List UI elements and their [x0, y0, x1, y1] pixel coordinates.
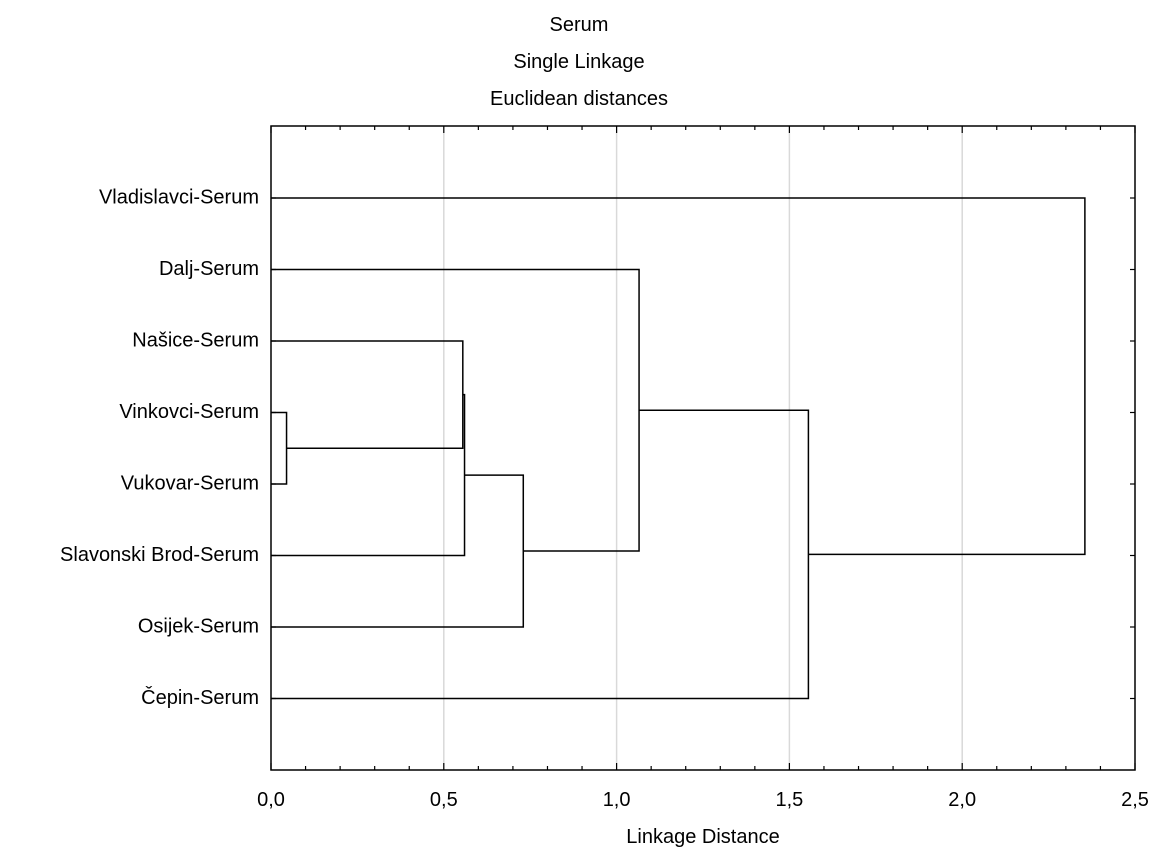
leaf-label: Vukovar-Serum — [121, 472, 259, 494]
dendrogram-link — [271, 411, 288, 485]
chart-title: Serum Single Linkage Euclidean distances — [490, 14, 668, 110]
title-line-1: Serum — [550, 14, 609, 36]
leaf-label: Našice-Serum — [132, 329, 259, 351]
dendrogram-link — [271, 197, 1086, 556]
x-tick-labels: 0,0 0,5 1,0 1,5 2,0 2,5 — [257, 789, 1149, 811]
leaf-label: Čepin-Serum — [141, 686, 259, 709]
dendrogram-link — [271, 474, 525, 628]
leaf-label: Slavonski Brod-Serum — [60, 544, 259, 566]
x-tick-label: 2,5 — [1121, 789, 1149, 811]
x-tick-label: 0,5 — [430, 789, 458, 811]
x-axis-title: Linkage Distance — [626, 826, 779, 848]
x-tick-label: 1,5 — [775, 789, 803, 811]
leaf-labels: Vladislavci-Serum Dalj-Serum Našice-Serum V… — [60, 186, 259, 709]
leaf-label: Vladislavci-Serum — [99, 186, 259, 208]
leaf-label: Dalj-Serum — [159, 258, 259, 280]
x-tick-label: 2,0 — [948, 789, 976, 811]
leaf-label: Vinkovci-Serum — [119, 401, 259, 423]
dendrogram-link — [271, 340, 464, 449]
x-tick-label: 1,0 — [603, 789, 631, 811]
dendrogram-link — [271, 409, 810, 700]
dendrogram-link — [271, 268, 640, 552]
dendrogram-links — [271, 197, 1086, 700]
leaf-label: Osijek-Serum — [138, 615, 259, 637]
dendrogram-link — [271, 393, 466, 557]
title-line-2: Single Linkage — [513, 51, 644, 73]
x-tick-label: 0,0 — [257, 789, 285, 811]
grid-lines — [443, 126, 963, 770]
title-line-3: Euclidean distances — [490, 88, 668, 110]
plot-frame — [270, 125, 1136, 771]
